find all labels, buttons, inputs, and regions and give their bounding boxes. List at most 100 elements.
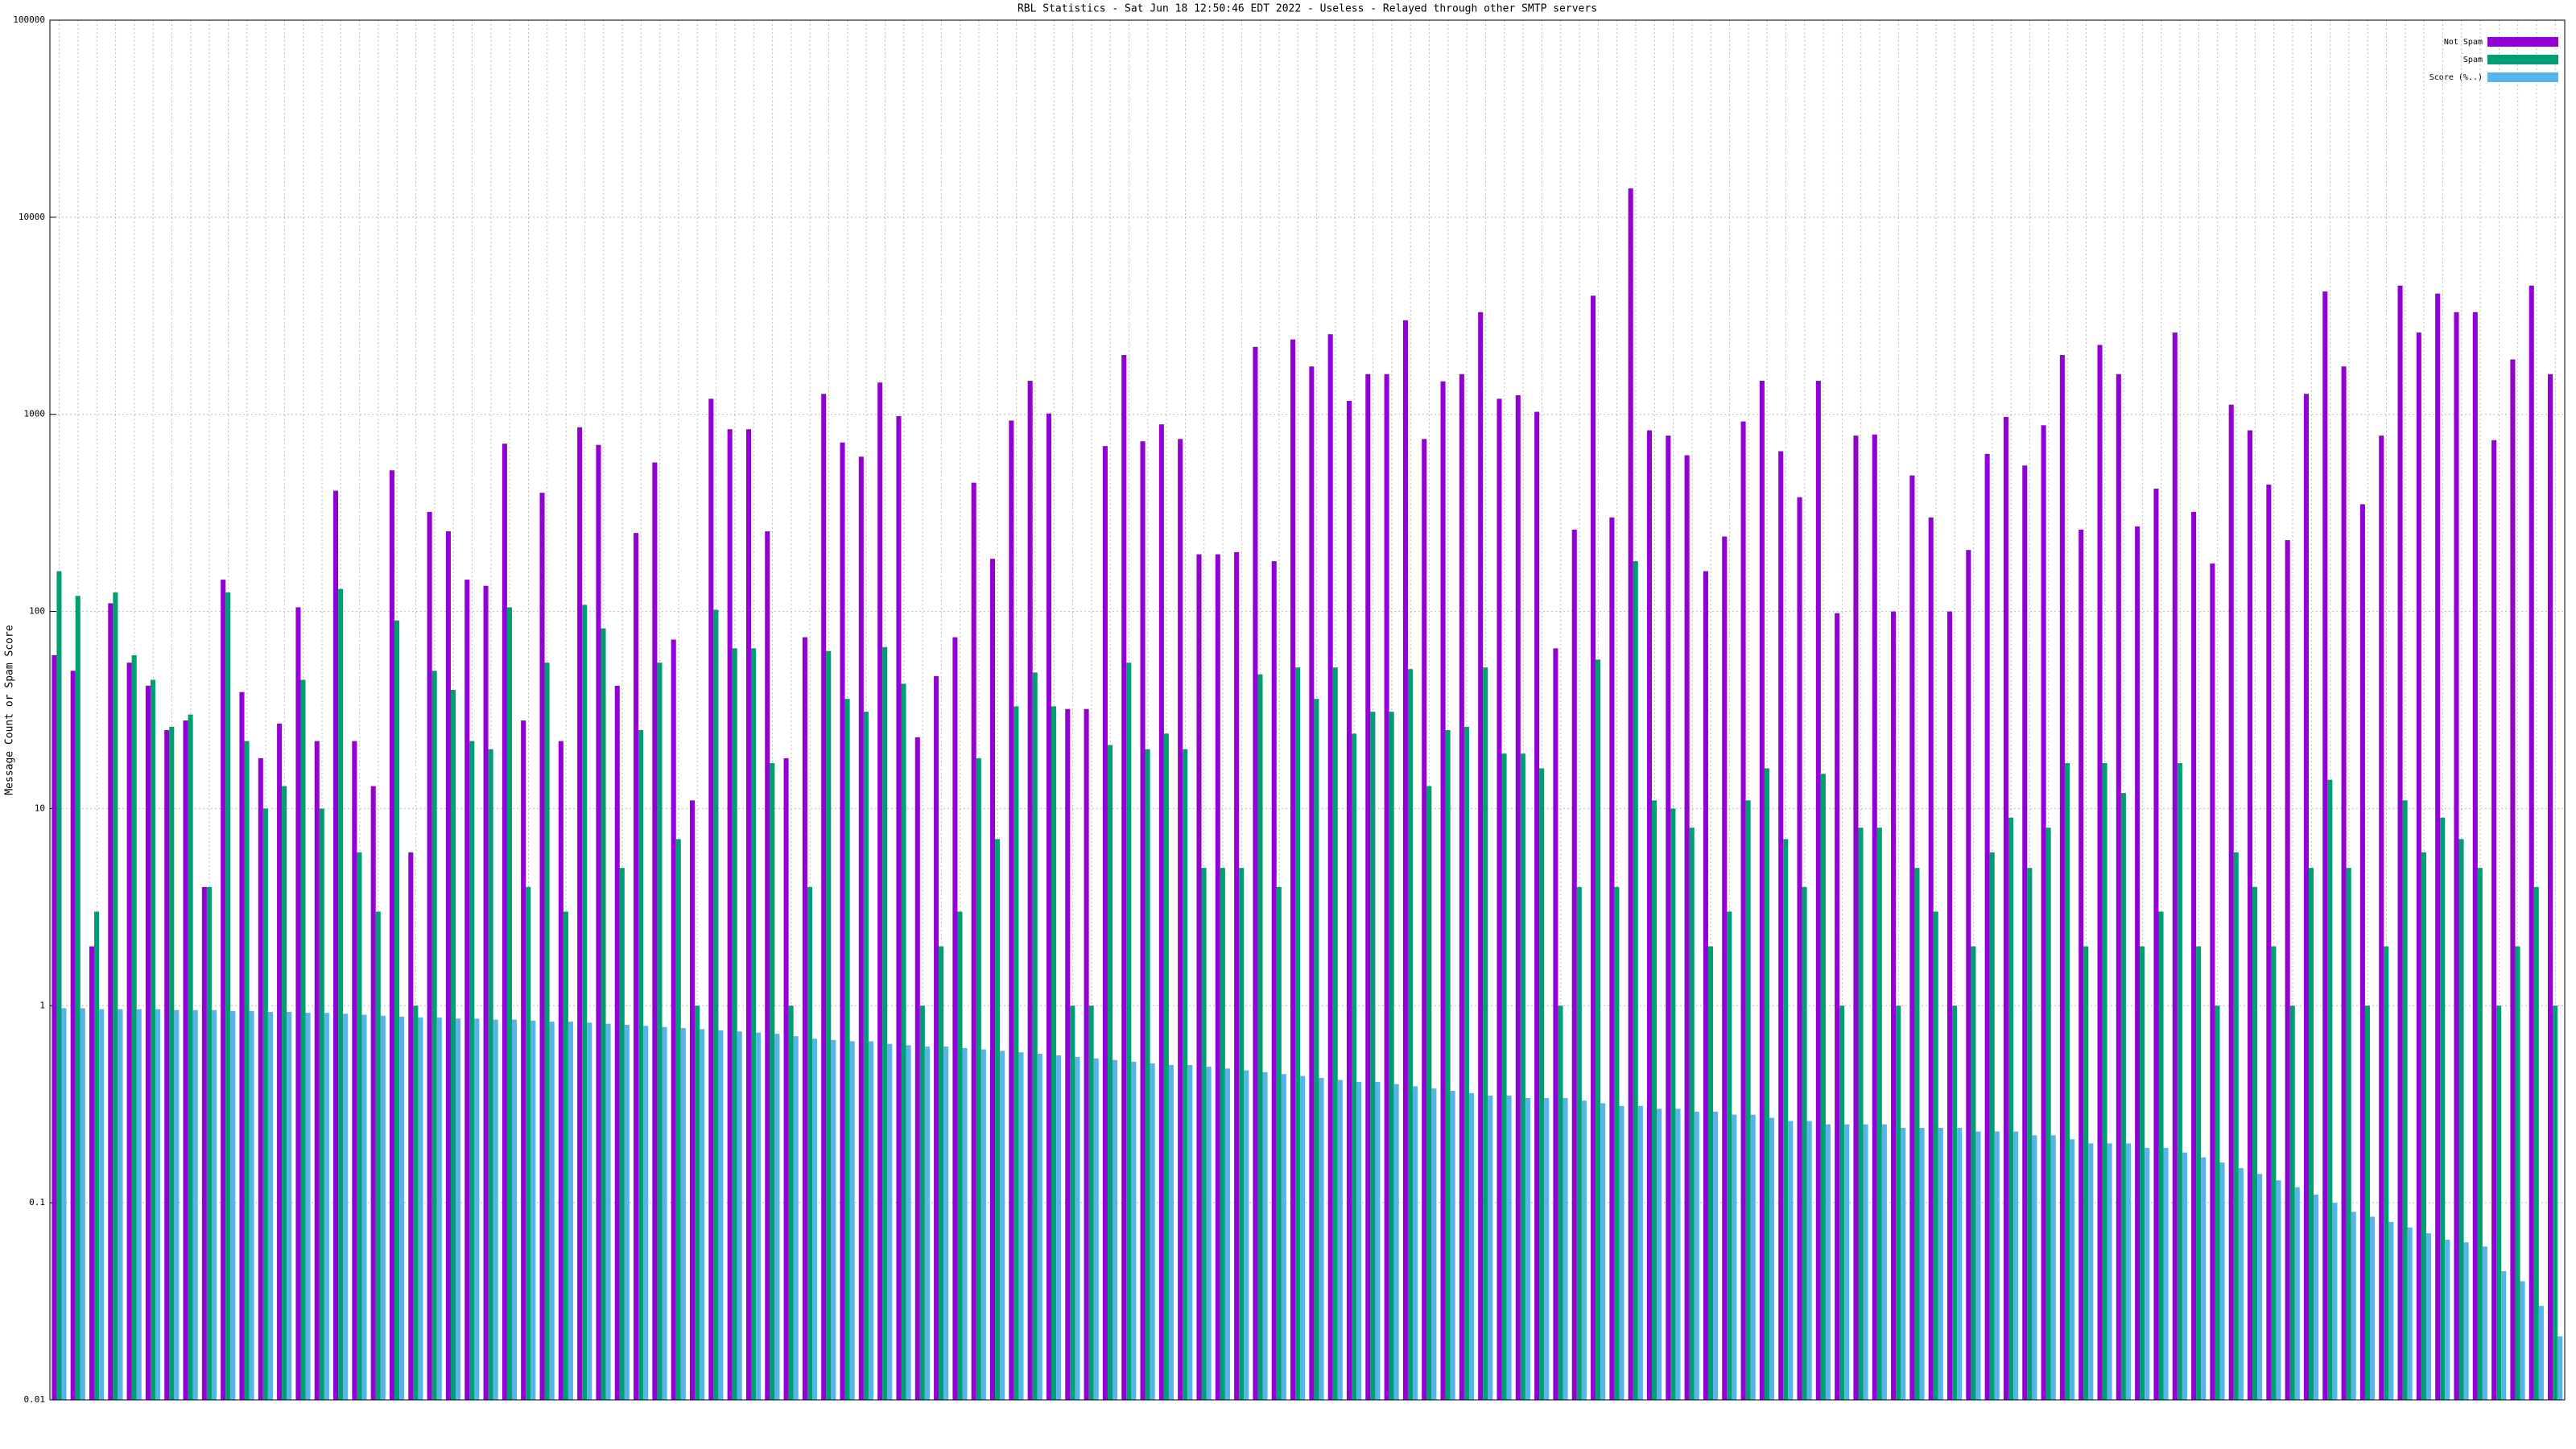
bar	[1839, 1005, 1845, 1400]
bar	[2032, 1135, 2037, 1400]
bar	[464, 580, 470, 1400]
bar	[840, 442, 845, 1400]
bar	[150, 679, 156, 1400]
bar	[2003, 416, 2008, 1400]
bar	[582, 605, 588, 1400]
bar	[1652, 800, 1657, 1400]
bar	[906, 1045, 911, 1400]
bar	[52, 654, 57, 1400]
bar	[1013, 706, 1019, 1400]
bar	[1463, 726, 1469, 1400]
bar	[1183, 749, 1188, 1400]
legend-label: Not Spam	[2444, 38, 2483, 47]
bar	[502, 444, 507, 1400]
bar	[1402, 320, 1408, 1401]
bar	[1346, 401, 1352, 1400]
chart-title: RBL Statistics - Sat Jun 18 12:50:46 EDT…	[1018, 3, 1597, 15]
bar	[596, 444, 601, 1401]
bar	[1675, 1108, 1681, 1400]
bar	[558, 741, 564, 1400]
bar	[1018, 1052, 1024, 1400]
bar	[2116, 374, 2121, 1401]
bar	[1919, 1128, 1925, 1400]
bar	[2515, 946, 2520, 1400]
bar	[2421, 852, 2426, 1400]
bar	[1131, 1061, 1137, 1400]
bar	[1657, 1108, 1662, 1400]
bar	[952, 637, 958, 1400]
bar	[2088, 1143, 2094, 1400]
bar	[1835, 613, 1840, 1400]
legend-label: Spam	[2463, 56, 2483, 64]
bar	[1788, 1121, 1794, 1400]
bar	[108, 603, 114, 1400]
bar	[399, 1016, 405, 1400]
bar	[262, 808, 268, 1400]
bar	[2520, 1281, 2525, 1400]
bar	[1150, 1063, 1155, 1400]
bar	[680, 1028, 686, 1400]
bar	[2332, 1203, 2338, 1400]
bar	[1576, 886, 1582, 1400]
bar	[338, 588, 344, 1400]
bar	[2050, 1135, 2056, 1400]
bar	[858, 456, 864, 1400]
bar	[2510, 359, 2516, 1400]
bar	[1797, 497, 1802, 1400]
bar	[1070, 1005, 1075, 1400]
bar	[211, 1009, 217, 1400]
bar	[877, 382, 883, 1401]
bar	[324, 1013, 329, 1400]
bar	[1534, 411, 1540, 1400]
bar	[56, 571, 62, 1400]
bar	[2046, 828, 2051, 1400]
bar	[1806, 1121, 1812, 1400]
bar	[221, 580, 226, 1400]
bar	[807, 886, 812, 1400]
bar	[2276, 1180, 2281, 1400]
bar	[1637, 1105, 1643, 1400]
bar	[511, 1019, 518, 1400]
bar	[1619, 1105, 1624, 1400]
bar	[1201, 868, 1207, 1400]
bar	[2228, 404, 2234, 1401]
bar	[1740, 421, 1746, 1401]
bar	[1581, 1100, 1587, 1400]
bar	[2289, 1005, 2295, 1400]
bar	[1971, 946, 1976, 1400]
bar	[408, 852, 414, 1400]
bar	[2196, 946, 2202, 1400]
bar	[2440, 817, 2446, 1400]
bar	[675, 839, 681, 1400]
bar	[2529, 285, 2534, 1401]
bar	[1413, 1086, 1418, 1400]
bar	[1975, 1131, 1981, 1400]
bar	[521, 720, 526, 1400]
bar	[1271, 561, 1277, 1400]
bar	[188, 714, 193, 1400]
bar	[1468, 1092, 1475, 1400]
bar	[1224, 1068, 1230, 1400]
bar	[1168, 1064, 1174, 1400]
bar	[770, 763, 775, 1400]
bar	[2059, 355, 2065, 1401]
bar	[2351, 1212, 2356, 1400]
bar	[1984, 453, 1990, 1400]
bar	[1707, 946, 1714, 1400]
bar	[450, 690, 456, 1400]
bar	[1506, 1095, 1512, 1400]
bar	[2285, 539, 2290, 1400]
plot-frame	[49, 19, 2566, 1401]
bar	[713, 609, 719, 1400]
bar	[1239, 868, 1245, 1400]
bar	[418, 1018, 423, 1400]
bar	[901, 683, 906, 1400]
bar	[1327, 334, 1333, 1400]
bar	[2238, 1168, 2244, 1400]
bar	[164, 729, 170, 1400]
bar	[1783, 839, 1789, 1400]
bar	[821, 394, 827, 1400]
bar	[756, 1032, 762, 1400]
bar	[413, 1005, 419, 1400]
